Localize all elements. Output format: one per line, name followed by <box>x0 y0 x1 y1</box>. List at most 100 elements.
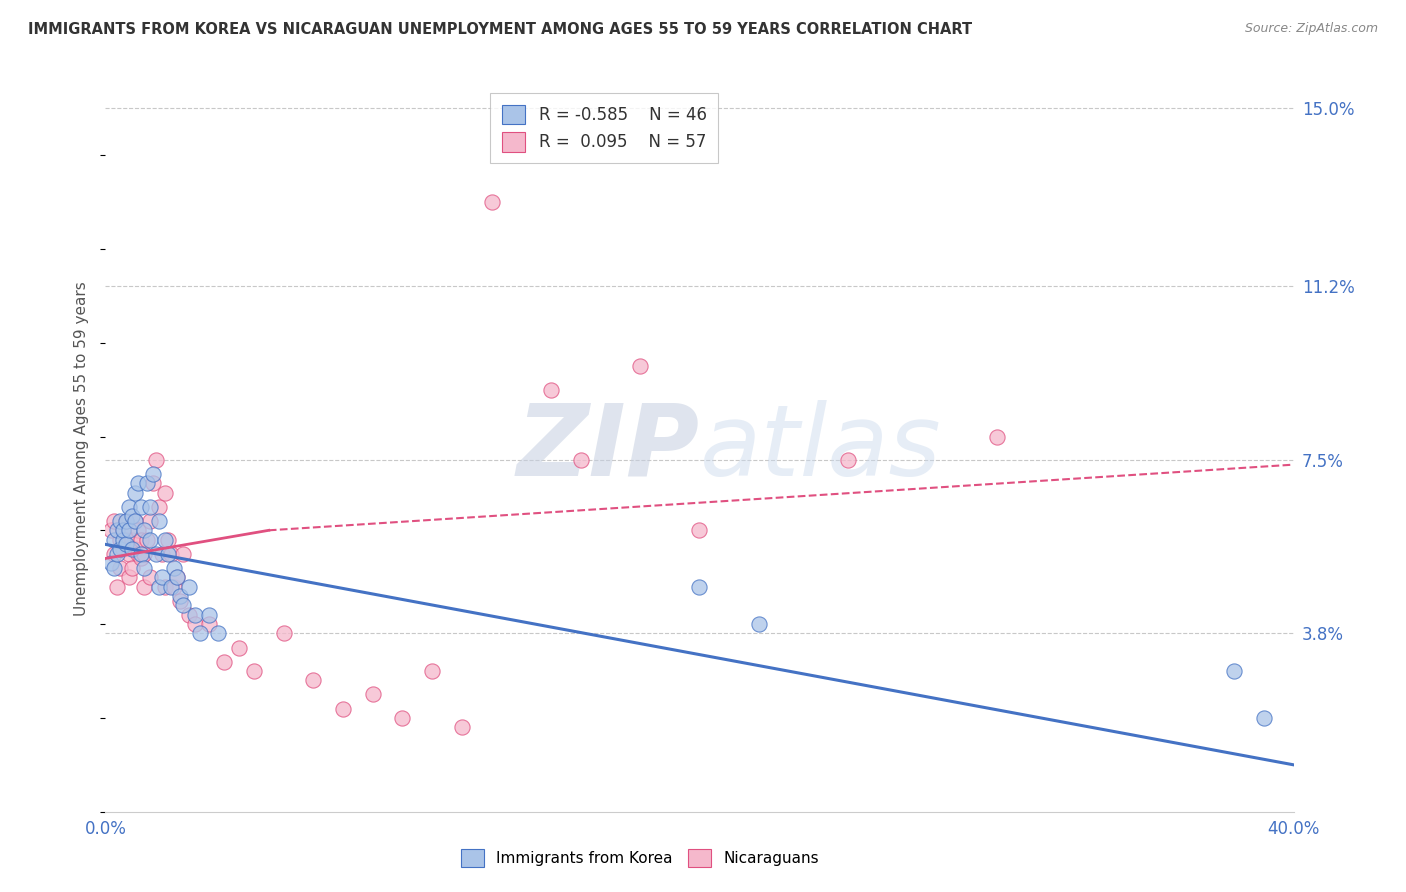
Point <box>115 533 138 547</box>
Point <box>110 561 132 575</box>
Point <box>145 453 167 467</box>
Point <box>207 626 229 640</box>
Point <box>183 607 205 622</box>
Text: Source: ZipAtlas.com: Source: ZipAtlas.com <box>1244 22 1378 36</box>
Point <box>118 524 141 538</box>
Point <box>139 533 162 547</box>
Point <box>163 561 186 575</box>
Point <box>100 556 122 570</box>
Point <box>540 383 562 397</box>
Point <box>129 551 152 566</box>
Point <box>1253 711 1275 725</box>
Point <box>177 580 200 594</box>
Point <box>118 500 141 514</box>
Legend: Immigrants from Korea, Nicaraguans: Immigrants from Korea, Nicaraguans <box>456 843 825 873</box>
Point <box>169 589 191 603</box>
Y-axis label: Unemployment Among Ages 55 to 59 years: Unemployment Among Ages 55 to 59 years <box>75 281 90 615</box>
Point <box>148 580 170 594</box>
Point <box>177 607 200 622</box>
Point <box>159 547 181 561</box>
Point <box>172 599 194 613</box>
Point <box>103 514 125 528</box>
Point <box>163 580 186 594</box>
Point <box>273 626 295 640</box>
Point <box>156 547 179 561</box>
Point <box>121 542 143 557</box>
Point <box>103 547 125 561</box>
Point <box>121 533 143 547</box>
Point <box>118 547 141 561</box>
Point <box>132 561 155 575</box>
Point <box>150 570 173 584</box>
Point <box>129 533 152 547</box>
Point <box>228 640 250 655</box>
Point <box>115 537 138 551</box>
Point <box>139 514 162 528</box>
Point <box>689 524 711 538</box>
Point <box>153 533 176 547</box>
Point <box>748 617 770 632</box>
Point <box>420 664 443 678</box>
Point <box>166 570 188 584</box>
Point <box>214 655 236 669</box>
Point <box>112 533 135 547</box>
Point <box>159 580 181 594</box>
Point <box>150 547 173 561</box>
Point <box>391 711 413 725</box>
Point <box>132 524 155 538</box>
Point <box>124 542 146 557</box>
Point <box>124 485 146 500</box>
Point <box>110 533 132 547</box>
Point <box>142 476 165 491</box>
Point <box>127 476 149 491</box>
Point <box>148 514 170 528</box>
Text: atlas: atlas <box>700 400 941 497</box>
Point <box>172 547 194 561</box>
Point <box>124 514 146 528</box>
Point <box>148 500 170 514</box>
Point <box>112 542 135 557</box>
Point <box>145 547 167 561</box>
Point <box>112 524 135 538</box>
Point <box>837 453 859 467</box>
Point <box>103 533 125 547</box>
Point <box>110 514 132 528</box>
Point <box>156 533 179 547</box>
Point <box>129 500 152 514</box>
Point <box>332 701 354 715</box>
Point <box>183 617 205 632</box>
Point <box>132 547 155 561</box>
Text: ZIP: ZIP <box>516 400 700 497</box>
Point <box>302 673 325 688</box>
Point <box>986 429 1008 443</box>
Point <box>153 580 176 594</box>
Point <box>361 688 384 702</box>
Point <box>132 580 155 594</box>
Point <box>450 720 472 734</box>
Point <box>110 542 132 557</box>
Point <box>121 561 143 575</box>
Point <box>153 485 176 500</box>
Point <box>112 524 135 538</box>
Point <box>100 524 122 538</box>
Point <box>628 359 651 373</box>
Point <box>481 194 503 209</box>
Point <box>1223 664 1246 678</box>
Point <box>243 664 266 678</box>
Point <box>118 570 141 584</box>
Point <box>105 580 128 594</box>
Point <box>105 547 128 561</box>
Point <box>124 514 146 528</box>
Point <box>103 561 125 575</box>
Point <box>115 514 138 528</box>
Point <box>121 509 143 524</box>
Point <box>129 547 152 561</box>
Point <box>136 476 159 491</box>
Point <box>115 514 138 528</box>
Point <box>127 524 149 538</box>
Point <box>198 607 221 622</box>
Point <box>139 570 162 584</box>
Point <box>689 580 711 594</box>
Point <box>127 547 149 561</box>
Point <box>198 617 221 632</box>
